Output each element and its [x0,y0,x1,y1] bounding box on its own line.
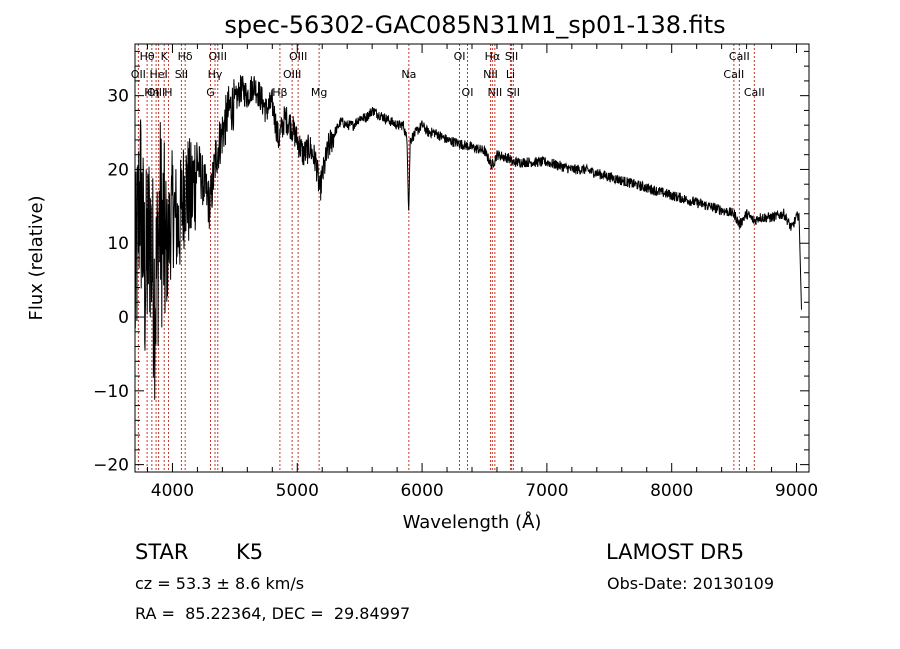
spectral-line-label: Na [401,68,416,81]
spectral-line-label: Hα [485,50,501,63]
spectral-line-label: OIII [209,50,227,63]
spectral-line-label: OIII [147,86,165,99]
y-tick-label: 10 [107,234,129,254]
spectral-line-label: CaII [729,50,750,63]
y-tick-label: −20 [93,456,129,476]
y-tick-label: 30 [107,87,129,107]
spectral-line-label: Hβ [272,86,287,99]
y-axis-label: Flux (relative) [26,195,47,320]
y-tick-label: 20 [107,160,129,180]
x-tick-label: 6000 [400,481,443,501]
x-tick-label: 8000 [650,481,693,501]
spectral-line-label: H [164,86,172,99]
spectral-line-label: SII [505,50,518,63]
spectrum-series [134,75,802,400]
survey-name: LAMOST DR5 [606,540,745,564]
spectral-line-label: OI [462,86,474,99]
sky-coordinates: RA = 85.22364, DEC = 29.84997 [135,604,411,623]
spectral-line-label: NII [487,86,502,99]
x-tick-label: 9000 [775,481,818,501]
spectral-line-label: NII [483,68,498,81]
spectral-line-label: CaII [723,68,744,81]
x-axis-ticks: 4000 5000 6000 7000 8000 9000 [146,44,818,501]
y-tick-label: 0 [118,308,129,328]
y-tick-label: −10 [93,382,129,402]
spectral-line-label: Hγ [208,68,223,81]
spectral-line-label: K [161,50,169,63]
spectral-line-label: Hη [144,86,159,99]
spectral-line-label: SII [175,68,188,81]
redshift-velocity: cz = 53.3 ± 8.6 km/s [135,574,305,593]
spectral-line-label: OI [454,50,466,63]
spectrum-line [134,75,802,400]
object-subclass: K5 [236,540,264,564]
spectral-line-label: Mg [311,86,327,99]
spectral-line-label: OII [131,68,146,81]
object-class: STAR [135,540,189,564]
plot-frame [134,43,810,473]
spectral-line-label: SII [507,86,520,99]
x-tick-label: 4000 [151,481,194,501]
spectral-line-label: CaII [744,86,765,99]
chart-title: spec-56302-GAC085N31M1_sp01-138.fits [224,11,725,39]
spectral-line-label: Li [506,68,515,81]
spectral-line-label: OIII [289,50,307,63]
x-tick-label: 5000 [276,481,319,501]
y-axis-ticks: −20 −10 0 10 20 30 [93,50,809,476]
spectral-line-label: Hδ [178,50,193,63]
x-tick-label: 7000 [525,481,568,501]
observation-date: Obs-Date: 20130109 [607,574,775,593]
spectral-line-label: G [206,86,215,99]
spectral-line-label: OIII [283,68,301,81]
spectral-line-label: Hθ [140,50,155,63]
spectral-line-label: HeI [149,68,167,81]
x-axis-label: Wavelength (Å) [403,511,542,533]
